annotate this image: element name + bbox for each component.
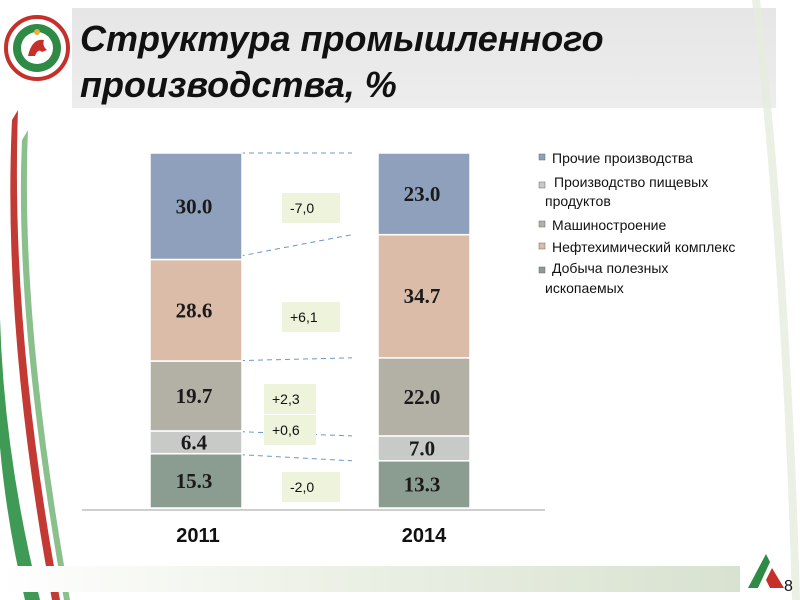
bar-segment-petrochem-2011 [149, 258, 243, 362]
legend-swatch-machinery [538, 220, 546, 228]
x-tick-2014: 2014 [402, 525, 447, 547]
bar-segment-mining-2011 [149, 452, 243, 509]
data-label-mining-2011: 15.3 [176, 469, 213, 493]
bar-segment-food-2014 [377, 435, 471, 462]
slide-number: 8 [784, 578, 793, 595]
bar-segment-machinery-2011 [149, 360, 243, 432]
change-label-other: -7,0 [290, 200, 314, 216]
tatarstan-emblem-logo [4, 15, 70, 81]
connector-line-petrochem [221, 234, 353, 260]
data-label-mining-2014: 13.3 [404, 472, 441, 496]
chart-legend: Прочие производства Производство пищевых п… [538, 150, 735, 296]
data-label-machinery-2014: 22.0 [404, 385, 441, 409]
legend-swatch-food [538, 181, 546, 189]
legend-label-other: Прочие производства [552, 150, 693, 166]
connector-line-mining [221, 453, 353, 462]
data-label-food-2011: 6.4 [181, 430, 208, 454]
bar-segment-petrochem-2014 [377, 233, 471, 359]
data-label-machinery-2011: 19.7 [176, 384, 213, 408]
title-band [72, 8, 776, 108]
connector-line-machinery [221, 357, 353, 362]
data-label-petrochem-2011: 28.6 [176, 298, 213, 322]
legend-label-mining: Добыча полезных [552, 260, 668, 276]
bar-segment-other-2014 [377, 152, 471, 236]
page-title: Структура промышленного производства, % [80, 16, 604, 108]
change-box-petrochem [282, 302, 340, 332]
title-line-1: Структура промышленного [80, 18, 604, 59]
legend-label-petrochem: Нефтехимический комплекс [552, 239, 735, 255]
bar-segment-other-2011 [149, 152, 243, 261]
footer-band [0, 566, 740, 592]
change-label-mining: -2,0 [290, 479, 314, 495]
data-label-other-2014: 23.0 [404, 182, 441, 206]
title-line-2: производства, % [80, 64, 397, 105]
corner-logo-icon [748, 554, 784, 588]
legend-label-machinery: Машиностроение [552, 217, 666, 233]
data-label-petrochem-2014: 34.7 [404, 284, 441, 308]
legend-label-mining-cont: ископаемых [545, 280, 624, 296]
legend-label-food: Производство пищевых [554, 174, 708, 190]
data-label-food-2014: 7.0 [409, 436, 435, 460]
legend-swatch-other [538, 153, 546, 161]
change-box-machinery [264, 384, 316, 414]
bar-stack-2011: 15.3 6.4 19.7 28.6 30.0 [149, 152, 243, 509]
bar-segment-machinery-2014 [377, 357, 471, 437]
change-label-food: +0,6 [272, 422, 300, 438]
data-label-other-2011: 30.0 [176, 194, 213, 218]
bar-stack-2014: 13.3 7.0 22.0 34.7 23.0 [377, 152, 471, 509]
bar-segment-mining-2014 [377, 460, 471, 509]
legend-label-food-cont: продуктов [545, 193, 611, 209]
change-label-petrochem: +6,1 [290, 309, 318, 325]
change-label-machinery: +2,3 [272, 391, 300, 407]
change-box-food [264, 415, 316, 445]
change-box-mining [282, 472, 340, 502]
legend-swatch-mining [538, 266, 546, 274]
change-box-other [282, 193, 340, 223]
x-tick-2011: 2011 [176, 525, 219, 547]
legend-swatch-petrochem [538, 242, 546, 250]
